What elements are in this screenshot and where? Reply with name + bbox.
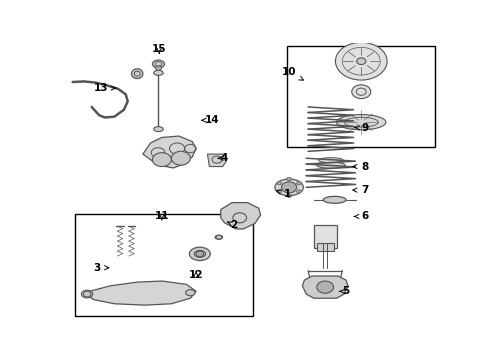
Bar [287,46,435,147]
Polygon shape [220,203,261,229]
Ellipse shape [323,196,346,203]
Circle shape [287,177,292,181]
Text: 2: 2 [227,220,238,230]
Circle shape [155,66,162,70]
Text: 5: 5 [340,286,350,296]
Bar [314,225,337,248]
Circle shape [317,281,334,293]
Ellipse shape [154,127,163,132]
Text: 15: 15 [152,44,167,54]
Text: 6: 6 [354,211,368,221]
Ellipse shape [190,247,210,261]
Bar [74,214,253,316]
Polygon shape [84,281,196,305]
Circle shape [287,194,292,197]
Ellipse shape [186,290,195,296]
Circle shape [296,181,301,185]
Text: 12: 12 [189,270,203,280]
Bar [317,243,334,251]
Text: 13: 13 [94,83,116,93]
Ellipse shape [152,60,165,68]
Text: 8: 8 [353,162,368,172]
Text: 11: 11 [155,211,169,221]
Text: 9: 9 [355,123,368,133]
Ellipse shape [317,162,345,168]
Ellipse shape [318,158,343,163]
Circle shape [296,190,301,193]
Circle shape [277,190,282,193]
Text: 7: 7 [353,185,369,195]
Polygon shape [143,136,196,168]
Ellipse shape [154,70,163,75]
Circle shape [281,182,297,193]
Text: 14: 14 [202,115,220,125]
Text: 4: 4 [218,153,228,163]
Polygon shape [302,276,348,298]
Ellipse shape [81,290,93,298]
Text: 1: 1 [276,189,291,199]
Text: 3: 3 [94,263,109,273]
Circle shape [352,85,371,99]
Circle shape [336,42,387,80]
Text: 10: 10 [282,67,303,80]
Ellipse shape [337,114,386,130]
Ellipse shape [215,235,222,239]
Circle shape [152,153,171,167]
Circle shape [172,151,190,165]
Circle shape [277,181,282,185]
Polygon shape [207,154,226,167]
Circle shape [357,58,366,64]
Circle shape [196,251,204,257]
Ellipse shape [131,69,143,78]
Ellipse shape [194,251,206,257]
Ellipse shape [275,179,303,196]
